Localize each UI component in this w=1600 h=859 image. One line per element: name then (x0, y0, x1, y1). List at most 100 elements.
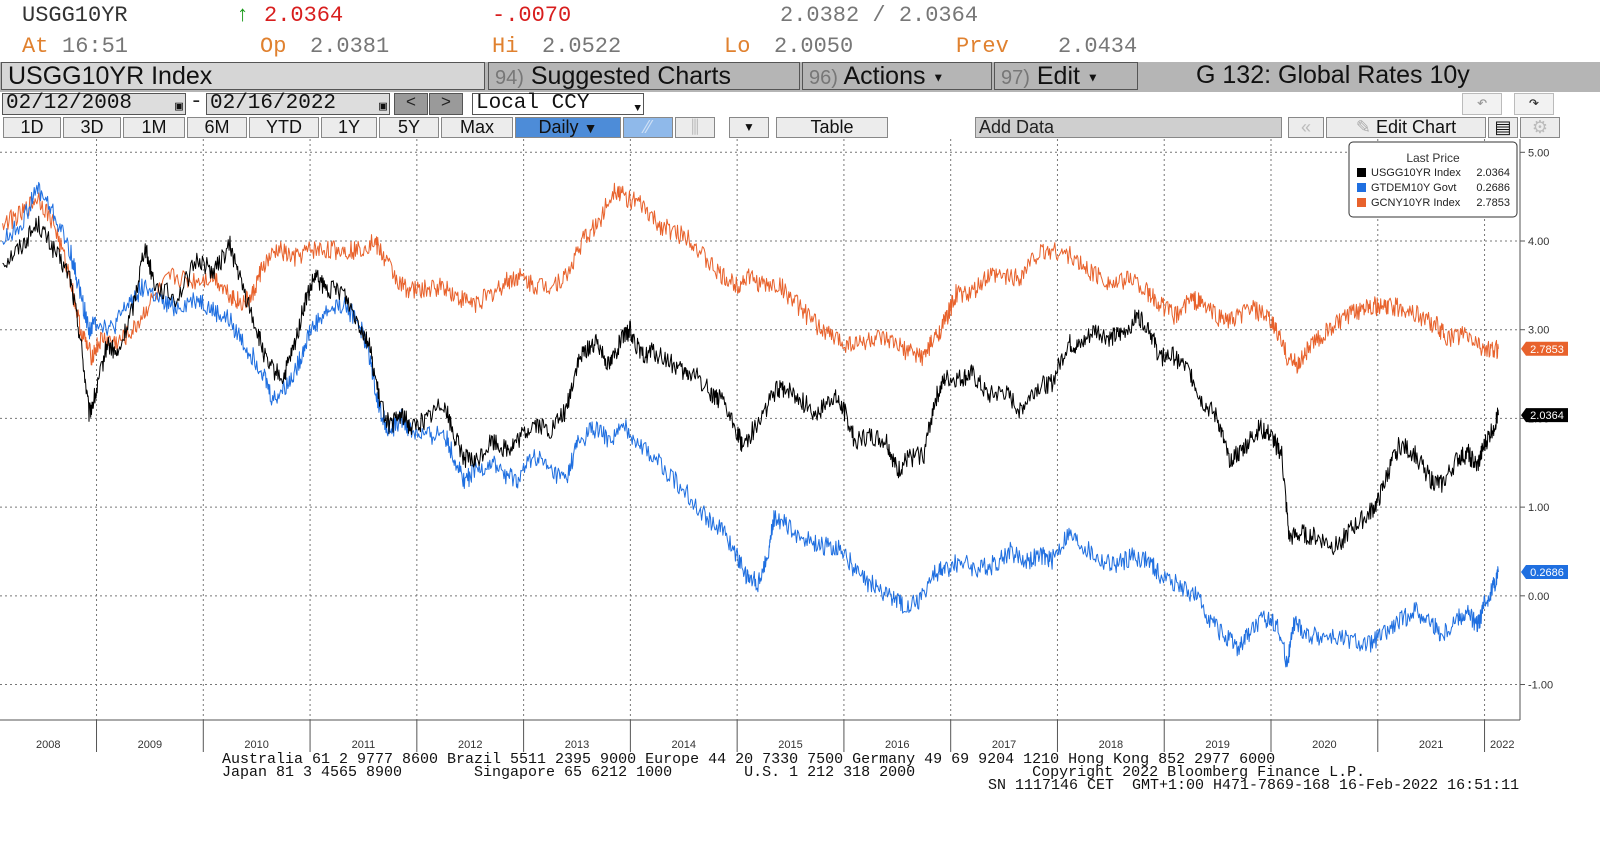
chevron-down-icon[interactable]: ▼ (729, 117, 769, 138)
legend-series-name: GTDEM10Y Govt (1371, 182, 1456, 194)
x-tick-label: 2017 (992, 739, 1016, 751)
edit-menu-button[interactable]: 97) Edit ▼ (994, 62, 1138, 90)
y-tick-label: 0.00 (1528, 591, 1549, 603)
x-gridlines (96, 139, 1486, 720)
x-tick-label: 2020 (1312, 739, 1336, 751)
currency-select[interactable]: Local CCY ▼ (472, 93, 644, 115)
x-tick-label: 2009 (138, 739, 162, 751)
range-3d-button[interactable]: 3D (63, 117, 121, 138)
range-6m-button[interactable]: 6M (187, 117, 247, 138)
last-price-tag-label: 2.0364 (1530, 410, 1564, 422)
range-max-button[interactable]: Max (441, 117, 513, 138)
range-1m-button[interactable]: 1M (123, 117, 185, 138)
page-title: G 132: Global Rates 10y (1140, 62, 1600, 90)
open-label: Op (260, 34, 287, 59)
frequency-label: Daily (538, 117, 579, 137)
edit-number: 97) (1001, 67, 1030, 89)
bar-chart-icon[interactable]: ⫼ (675, 117, 715, 138)
table-button[interactable]: Table (776, 117, 888, 138)
currency-value: Local CCY (476, 92, 590, 115)
chevron-down-icon: ▼ (1086, 70, 1099, 85)
edit-chart-button[interactable]: ✎ Edit Chart (1326, 117, 1486, 138)
calendar-icon[interactable]: ▣ (175, 99, 183, 114)
price-chart[interactable]: 2008 2009 2010 2011 2012 2013 2014 2015 2016 2017… (0, 139, 1600, 759)
uptick-arrow-icon: ↑ (236, 3, 250, 28)
chart-legend[interactable]: Last Price USGG10YR Index 2.0364 GTDEM10Y … (1348, 141, 1518, 218)
frequency-dropdown[interactable]: Daily ▼ (515, 117, 621, 138)
x-tick-label: 2022 (1490, 739, 1514, 751)
at-time: 16:51 (62, 34, 129, 59)
last-price: 2.0364 (264, 3, 344, 28)
bid-ask: 2.0382 / 2.0364 (780, 3, 979, 28)
last-price-tag (1521, 341, 1568, 356)
x-tick-label: 2019 (1205, 739, 1229, 751)
security-label: USGG10YR Index (8, 62, 213, 90)
x-tick-label: 2014 (672, 739, 696, 751)
x-axis-ticks: 2008 2009 2010 2011 2012 2013 2014 2015 2016 2017… (36, 720, 1515, 752)
last-price-tag-label: 0.2686 (1530, 567, 1564, 579)
x-tick-label: 2013 (565, 739, 589, 751)
range-ytd-button[interactable]: YTD (249, 117, 319, 138)
footer-session-info: SN 1117146 CET GMT+1:00 H471-7869-168 16… (988, 777, 1520, 794)
footer-contacts-line1: Australia 61 2 9777 8600 Brazil 5511 239… (222, 751, 1276, 768)
series-lines (2, 181, 1499, 668)
footer-contacts-line2: Japan 81 3 4565 8900 Singapore 65 6212 1… (222, 764, 1366, 781)
low-label: Lo (724, 34, 751, 59)
legend-swatch (1357, 168, 1366, 177)
y-tick-label: 4.00 (1528, 236, 1549, 248)
next-period-button[interactable]: > (429, 93, 463, 115)
series-line-usgg10yr (2, 215, 1499, 556)
legend-swatch (1357, 183, 1366, 192)
legend-box (1348, 141, 1518, 218)
x-tick-label: 2018 (1099, 739, 1123, 751)
last-price-tags: 2.7853 0.2686 2.0364 (1521, 341, 1568, 579)
add-data-input[interactable]: Add Data (975, 117, 1282, 138)
chevron-down-icon: ▼ (583, 120, 598, 136)
security-field[interactable]: USGG10YR Index (1, 62, 485, 90)
pencil-icon: ✎ (1355, 117, 1372, 137)
range-5y-button[interactable]: 5Y (379, 117, 439, 138)
date-separator: - (190, 91, 203, 114)
series-line-gcny10yr (2, 182, 1499, 374)
x-tick-label: 2021 (1419, 739, 1443, 751)
last-price-tag (1521, 564, 1568, 579)
legend-series-value: 2.0364 (1476, 167, 1510, 179)
low-value: 2.0050 (774, 34, 854, 59)
end-date-field[interactable]: 02/16/2022 ▣ (206, 93, 390, 115)
suggested-charts-button[interactable]: 94) Suggested Charts (488, 62, 800, 90)
edit-label: Edit (1036, 62, 1080, 90)
redo-icon[interactable]: ↷ (1514, 93, 1554, 115)
chevron-down-icon: ▼ (634, 103, 641, 115)
line-chart-icon[interactable]: ⁄⁄ (623, 117, 673, 138)
open-value: 2.0381 (310, 34, 390, 59)
edit-chart-label: Edit Chart (1376, 117, 1457, 137)
gear-icon[interactable]: ⚙ (1520, 117, 1560, 138)
legend-series-name: USGG10YR Index (1371, 167, 1461, 179)
title-bar: USGG10YR Index 94) Suggested Charts 96) … (0, 62, 1600, 92)
calendar-icon[interactable]: ▣ (379, 99, 387, 114)
prev-label: Prev (956, 34, 1009, 59)
last-price-tag (1521, 408, 1568, 423)
start-date-field[interactable]: 02/12/2008 ▣ (2, 93, 186, 115)
ticker-symbol: USGG10YR (22, 3, 128, 28)
undo-icon[interactable]: ↶ (1462, 93, 1502, 115)
legend-series-value: 2.7853 (1476, 197, 1510, 209)
x-tick-label: 2015 (778, 739, 802, 751)
actions-number: 96) (809, 67, 838, 89)
x-tick-label: 2008 (36, 739, 60, 751)
legend-title: Last Price (1406, 151, 1460, 165)
chart-settings-icon[interactable]: ▤ (1488, 117, 1518, 138)
previous-period-button[interactable]: < (394, 93, 428, 115)
date-bar: 02/12/2008 ▣ - 02/16/2022 ▣ < > Local CC… (0, 91, 1600, 117)
y-tick-label: -1.00 (1528, 680, 1553, 692)
range-bar: 1D 3D 1M 6M YTD 1Y 5Y Max Daily ▼ ⁄⁄ ⫼ ▼… (0, 117, 1600, 139)
range-1y-button[interactable]: 1Y (321, 117, 377, 138)
collapse-icon[interactable]: « (1288, 117, 1324, 138)
chevron-down-icon: ▼ (932, 70, 945, 85)
suggested-charts-number: 94) (495, 67, 524, 89)
suggested-charts-label: Suggested Charts (530, 62, 731, 90)
actions-menu-button[interactable]: 96) Actions ▼ (802, 62, 992, 90)
range-1d-button[interactable]: 1D (3, 117, 61, 138)
x-tick-label: 2010 (244, 739, 268, 751)
x-tick-label: 2016 (885, 739, 909, 751)
